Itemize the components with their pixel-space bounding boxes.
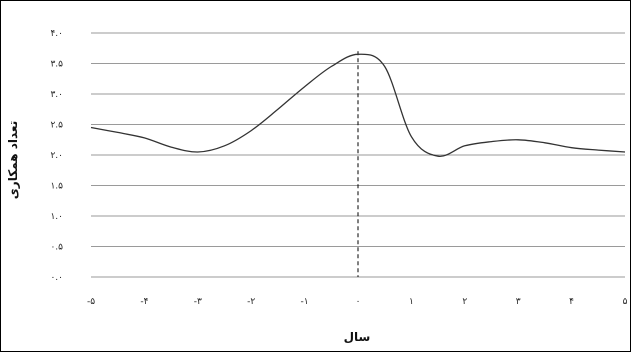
x-tick-label: ۲	[462, 297, 467, 307]
x-tick-label: ۴	[569, 297, 574, 307]
x-tick-label: -۲	[247, 297, 255, 307]
x-axis-ticks: -۵ -۴ -۳ -۲ -۱ ۰ ۱ ۲ ۳ ۴ ۵	[87, 297, 628, 307]
x-tick-label: ۵	[623, 297, 628, 307]
y-tick-label: ۲.۰	[50, 151, 63, 161]
x-tick-label: -۴	[140, 297, 148, 307]
x-tick-label: -۱	[301, 297, 309, 307]
y-tick-label: ۱.۵	[50, 182, 63, 192]
x-tick-label: -۳	[194, 297, 202, 307]
x-tick-label: ۱	[409, 297, 414, 307]
y-axis-title: تعداد همکاری	[6, 121, 20, 199]
y-tick-label: ۴.۰	[50, 29, 63, 39]
x-tick-label: -۵	[87, 297, 95, 307]
x-tick-label: ۰	[356, 297, 361, 307]
y-tick-label: ۳.۰	[50, 90, 63, 100]
series-line	[90, 53, 626, 157]
y-tick-label: ۱.۰	[50, 212, 63, 222]
y-tick-label: ۳.۵	[50, 60, 63, 70]
y-tick-label: ۲.۵	[50, 121, 63, 131]
y-tick-label: ۰.۰	[50, 273, 63, 283]
x-tick-label: ۳	[516, 297, 521, 307]
x-axis-title: سال	[344, 330, 371, 344]
y-tick-label: ۰.۵	[50, 243, 63, 253]
y-axis-ticks: ۰.۰ ۰.۵ ۱.۰ ۱.۵ ۲.۰ ۲.۵ ۳.۰ ۳.۵ ۴.۰	[50, 29, 63, 283]
